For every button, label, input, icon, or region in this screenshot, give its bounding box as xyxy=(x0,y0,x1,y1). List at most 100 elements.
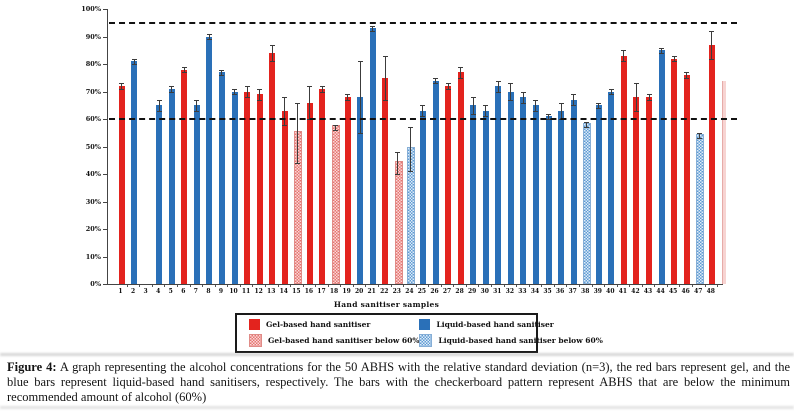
x-axis-tick-mark xyxy=(465,285,467,287)
bar-sample-20 xyxy=(357,97,364,284)
x-axis-tick-label: 7 xyxy=(193,288,198,295)
x-axis-tick-mark xyxy=(403,285,405,287)
x-axis-tick-label: 33 xyxy=(518,288,527,295)
error-bar-cap xyxy=(696,132,702,134)
x-axis-tick-label: 9 xyxy=(218,288,224,295)
x-axis-tick-mark xyxy=(239,285,241,287)
bar-sample-27 xyxy=(445,86,452,284)
x-axis-tick-mark xyxy=(377,285,379,287)
x-axis-tick-mark xyxy=(516,285,518,287)
x-axis-tick-mark xyxy=(415,285,417,287)
x-axis-tick-mark xyxy=(666,285,668,287)
x-axis-tick-label: 11 xyxy=(241,288,251,295)
x-axis-tick-label: 2 xyxy=(130,288,136,295)
error-bar xyxy=(573,94,575,106)
x-axis-tick-mark xyxy=(302,285,304,287)
x-axis-tick-label: 34 xyxy=(530,288,540,295)
error-bar xyxy=(234,88,236,95)
error-bar xyxy=(158,99,160,111)
bar-sample-47 xyxy=(696,133,705,284)
bar-sample-19 xyxy=(344,97,351,284)
x-axis-tick-label: 23 xyxy=(392,288,401,295)
bar-sample-42 xyxy=(633,97,640,284)
error-bar-cap xyxy=(470,113,476,115)
bar-sample-12 xyxy=(256,94,263,284)
x-axis-tick-label: 14 xyxy=(279,288,288,295)
bar-sample-45 xyxy=(671,58,678,284)
error-bar-cap xyxy=(420,116,426,118)
error-bar xyxy=(535,99,537,111)
error-bar-cap xyxy=(407,127,413,129)
bar-sample-44 xyxy=(658,50,665,284)
bar-sample-15 xyxy=(294,130,303,284)
error-bar-cap xyxy=(332,130,338,131)
x-axis-tick-mark xyxy=(315,285,317,287)
error-bar-cap xyxy=(269,44,275,46)
x-axis-tick-label: 3 xyxy=(143,288,148,295)
x-axis-tick-label: 38 xyxy=(581,288,590,295)
bar-sample-1 xyxy=(118,86,125,284)
x-axis-tick-mark xyxy=(566,285,568,287)
bar-sample-4 xyxy=(156,105,163,284)
error-bar-cap xyxy=(194,110,200,112)
error-bar-cap xyxy=(520,102,526,104)
legend-label: Gel-based hand sanitiser below 60% xyxy=(268,336,420,345)
x-axis-tick-label: 47 xyxy=(694,288,703,295)
error-bar-cap xyxy=(181,72,187,74)
error-bar xyxy=(347,94,349,100)
error-bar-cap xyxy=(345,94,351,96)
y-axis-tick-mark xyxy=(103,91,107,93)
error-bar-cap xyxy=(131,58,137,60)
error-bar-cap xyxy=(319,91,325,93)
error-bar xyxy=(661,47,663,53)
x-axis-tick-mark xyxy=(591,285,593,287)
error-bar-cap xyxy=(345,99,351,101)
x-axis-tick-label: 24 xyxy=(405,288,414,295)
bar-sample-11 xyxy=(244,91,251,284)
bar-sample-23 xyxy=(394,161,403,284)
error-bar xyxy=(271,44,273,62)
error-bar-cap xyxy=(169,86,175,87)
error-bar-cap xyxy=(219,69,225,71)
error-bar-cap xyxy=(382,55,388,57)
x-axis-tick-label: 42 xyxy=(631,288,640,295)
error-bar-cap xyxy=(445,88,451,90)
error-bar xyxy=(460,66,462,78)
x-axis-tick-label: 43 xyxy=(643,288,653,295)
error-bar-cap xyxy=(445,83,451,85)
bar-sample-24 xyxy=(407,147,416,284)
x-axis-tick-label: 32 xyxy=(505,288,515,295)
bar-sample-37 xyxy=(570,99,577,284)
y-axis-tick-label: 10% xyxy=(85,252,101,261)
error-bar-cap xyxy=(483,116,489,118)
legend-item-liquid: Liquid-based hand sanitiser xyxy=(419,319,602,330)
bar-sample-31 xyxy=(495,86,502,284)
bar-sample-21 xyxy=(369,28,376,284)
bar-sample-29 xyxy=(470,105,477,284)
error-bar xyxy=(522,91,524,103)
y-axis-tick-label: 90% xyxy=(85,32,101,41)
error-bar-cap xyxy=(232,88,238,90)
y-axis-tick-mark xyxy=(103,119,107,120)
error-bar-cap xyxy=(294,102,300,104)
error-bar-cap xyxy=(508,83,514,85)
error-bar-cap xyxy=(370,25,376,27)
x-axis-tick-mark xyxy=(252,285,254,287)
error-bar xyxy=(208,33,210,40)
error-bar xyxy=(623,50,625,62)
x-axis-tick-mark xyxy=(616,285,618,287)
error-bar-cap xyxy=(671,61,677,63)
error-bar xyxy=(296,102,298,163)
x-axis-tick-label: 48 xyxy=(706,288,715,295)
bar-sample-25 xyxy=(419,110,426,284)
legend-item-gel: Gel-based hand sanitiser xyxy=(249,319,419,330)
error-bar-cap xyxy=(458,66,464,68)
error-bar-cap xyxy=(621,50,627,52)
x-axis-tick-label: 26 xyxy=(430,288,439,295)
scan-artifact-bottom xyxy=(0,406,794,409)
x-axis-tick-mark xyxy=(139,285,141,287)
error-bar xyxy=(409,127,411,172)
error-bar-cap xyxy=(546,113,552,115)
x-axis-tick-mark xyxy=(641,285,643,287)
